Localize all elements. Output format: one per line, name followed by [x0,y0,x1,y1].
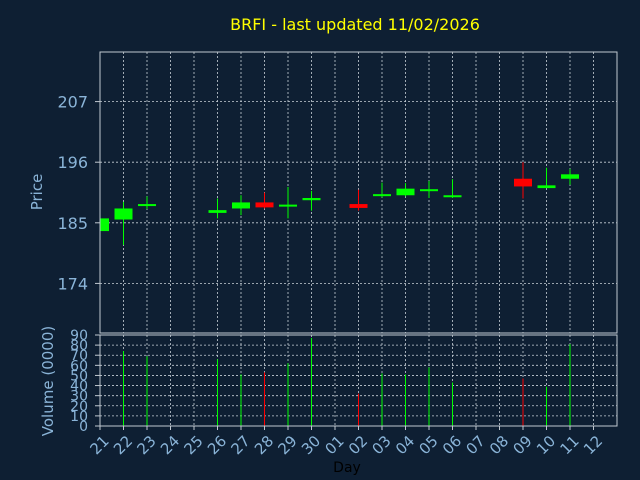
candle [208,198,227,219]
price-axis-label: Price [28,174,46,211]
candle-body [232,202,250,209]
price-y-tick-label: 185 [57,214,88,233]
candle-body [302,198,321,201]
candle-body [373,194,391,197]
candle [373,182,391,198]
volume-y-tick-label: 60 [70,358,88,374]
candle [255,192,274,209]
volume-y-tick-label: 90 [70,328,88,344]
candle-body [561,174,579,179]
candle [302,190,321,211]
chart-title: BRFI - last updated 11/02/2026 [230,15,480,34]
candle-body [349,204,368,208]
candle [232,195,250,216]
candle-body [443,195,462,198]
candle-body [114,208,133,220]
candle [420,180,438,199]
x-axis-label: Day [333,460,361,476]
volume-y-tick-label: 50 [70,368,88,384]
candle [114,201,133,245]
price-y-tick-label: 174 [57,274,88,293]
candle-body [514,178,532,187]
volume-y-tick-label: 40 [70,379,88,395]
candle [537,167,556,189]
price-y-tick-label: 207 [57,93,88,112]
candle-body [396,188,415,196]
candle-body [420,189,438,192]
candlesticks [99,162,579,245]
volume-y-tick-label: 20 [70,399,88,415]
price-plot-frame [99,51,618,334]
candle [138,196,156,210]
volume-y-tick-label: 70 [70,348,88,364]
candle [561,168,579,185]
candle [514,162,532,199]
candle [99,218,109,233]
candle-body [537,185,556,189]
price-y-ticks: 174 185 196 207 [57,93,100,293]
volume-y-tick-label: 30 [70,389,88,405]
candle-body [255,202,274,208]
volume-axis-label: Volume (0000) [39,326,57,436]
candle-body [138,204,156,207]
candle [443,179,462,199]
candle-body [208,210,227,213]
volume-bars [123,338,571,426]
volume-y-tick-label: 0 [79,419,88,435]
candle [349,189,368,211]
volume-y-tick-label: 80 [70,338,88,354]
price-y-tick-label: 196 [57,153,88,172]
volume-y-tick-label: 10 [70,409,88,425]
candle [396,183,415,197]
candle [279,186,297,219]
candle-body [279,204,297,207]
candle-body [100,218,109,232]
